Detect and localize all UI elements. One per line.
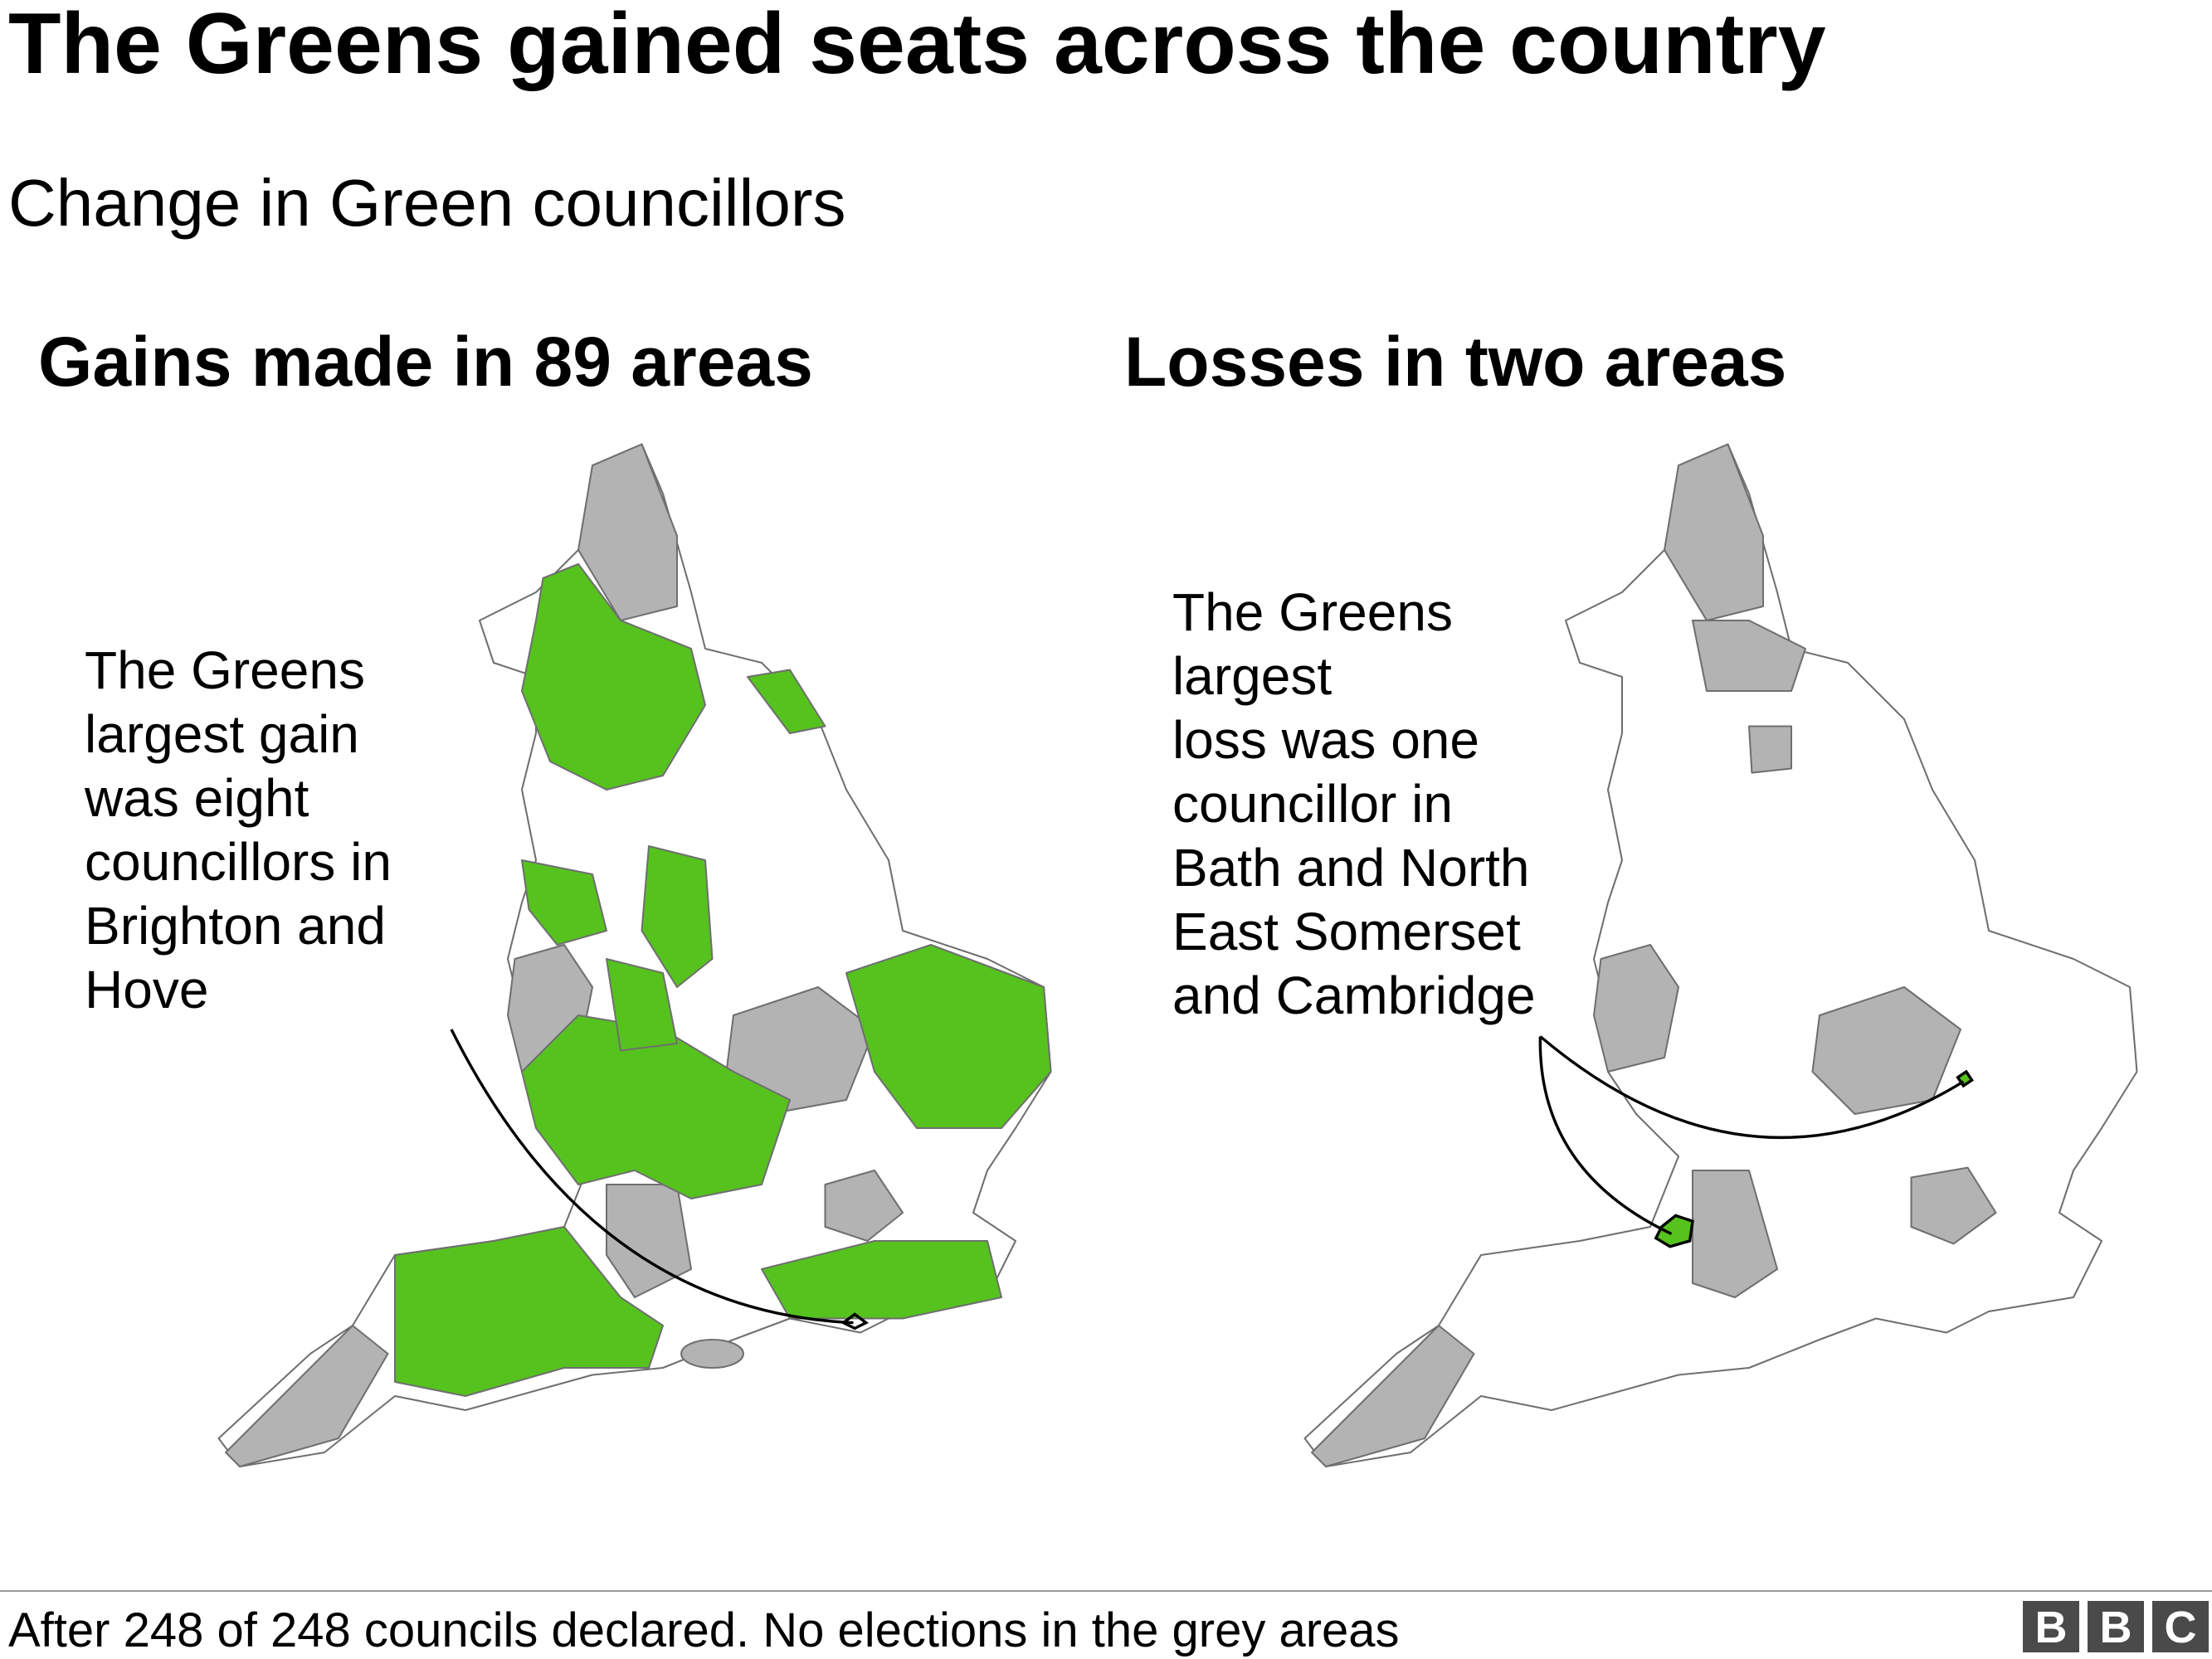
footer-note: After 248 of 248 councils declared. No e… (8, 1603, 1400, 1657)
annotation-line: largest (1172, 646, 1332, 706)
logo-box (2088, 1601, 2144, 1652)
logo-box (2023, 1601, 2079, 1652)
annotation-line: councillors in (85, 832, 392, 892)
title: The Greens gained seats across the count… (8, 0, 1826, 92)
annotation-line: The Greens (1172, 582, 1453, 642)
annotation-line: largest gain (85, 704, 359, 764)
annotation-line: Hove (85, 960, 208, 1019)
logo-letter: C (2165, 1603, 2197, 1652)
losses-map (1303, 443, 2138, 1468)
annotation-line: The Greens (85, 640, 365, 700)
annotation-line: loss was one (1172, 710, 1479, 770)
annotation-line: was eight (84, 768, 309, 828)
logo-box (2152, 1601, 2209, 1652)
annotation-line: Brighton and (85, 896, 386, 956)
logo-letter: B (2100, 1603, 2132, 1652)
annotation-line: councillor in (1172, 774, 1453, 834)
annotation-line: and Cambridge (1172, 966, 1536, 1025)
panel-heading: Gains made in 89 areas (38, 323, 813, 401)
annotation-line: East Somerset (1172, 902, 1521, 961)
logo-letter: B (2035, 1603, 2068, 1652)
gains-map (217, 443, 1052, 1468)
panel-heading: Losses in two areas (1124, 323, 1786, 401)
annotation-line: Bath and North (1172, 838, 1530, 898)
subtitle: Change in Green councillors (8, 166, 845, 240)
